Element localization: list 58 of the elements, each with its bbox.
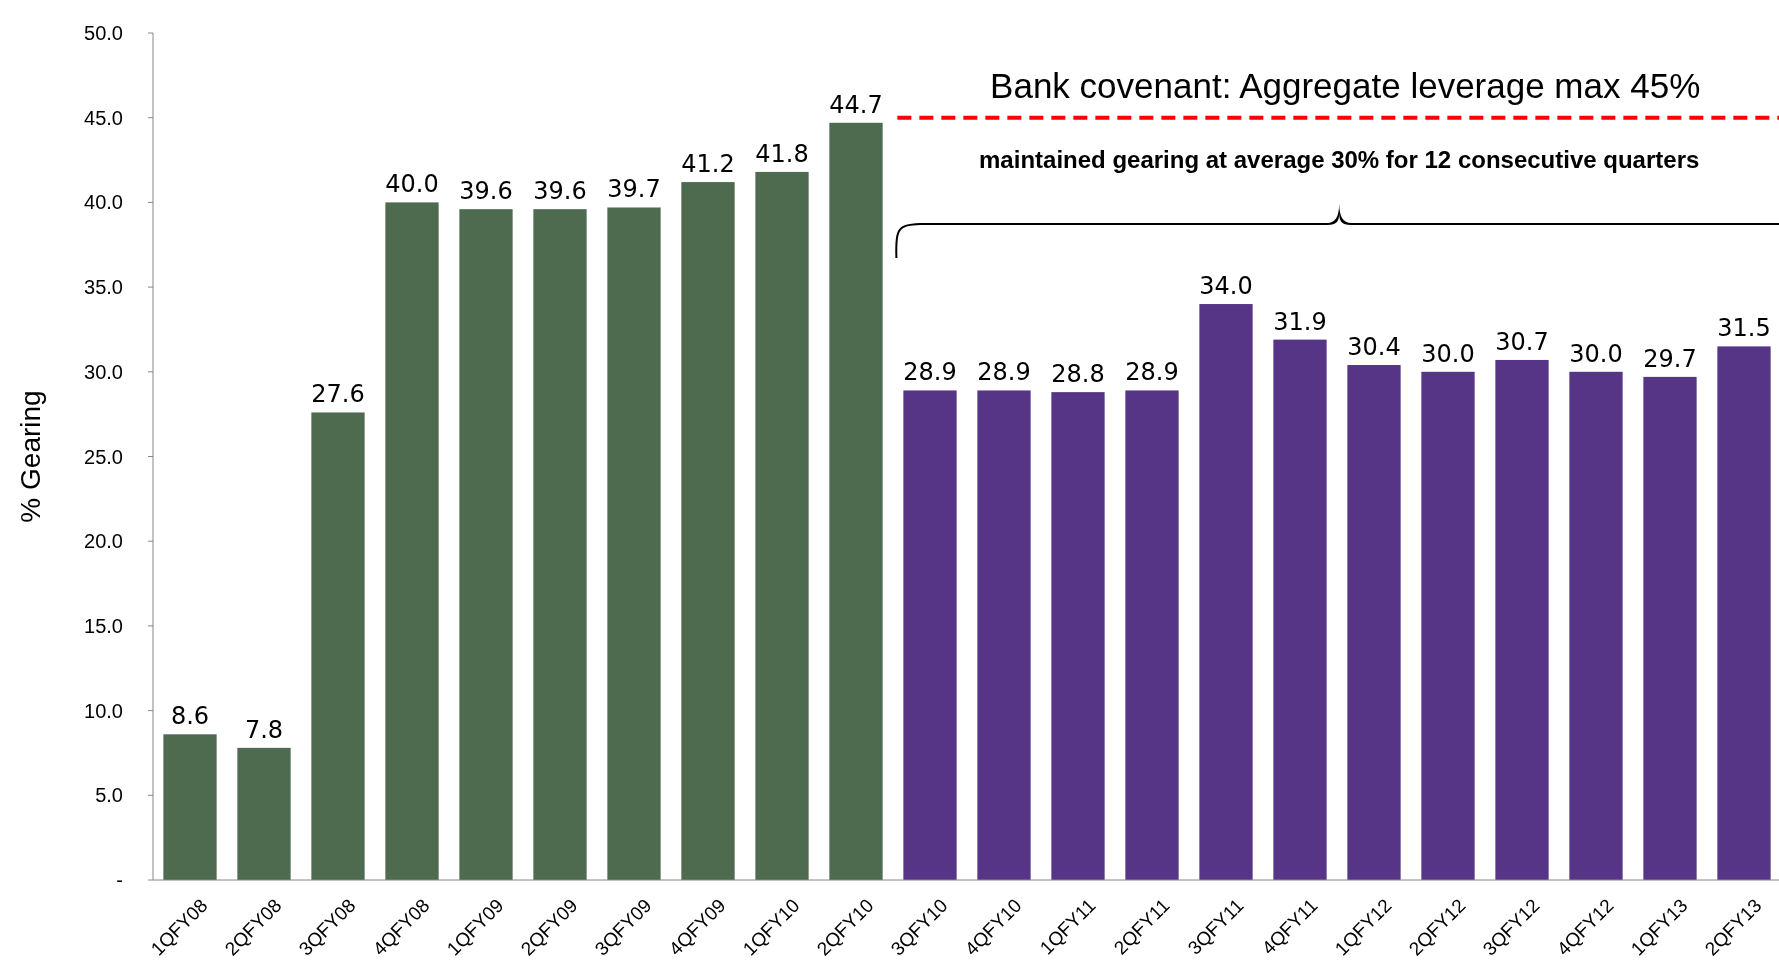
- data-label: 28.9: [977, 358, 1031, 387]
- data-label: 39.7: [607, 175, 661, 204]
- bar: [1199, 304, 1253, 880]
- bar: [755, 171, 809, 880]
- bar: [1273, 339, 1327, 880]
- data-label: 31.5: [1717, 314, 1771, 343]
- y-tick-label: 35.0: [84, 276, 123, 299]
- data-label: 40.0: [385, 170, 439, 199]
- bar: [1051, 392, 1105, 880]
- y-tick-label: 25.0: [84, 445, 123, 468]
- data-label: 7.8: [244, 715, 284, 744]
- bar: [607, 207, 661, 880]
- data-label: 39.6: [459, 177, 513, 206]
- y-tick-label: 10.0: [84, 699, 123, 722]
- bar: [163, 734, 217, 880]
- bar: [1495, 359, 1549, 880]
- bar: [385, 202, 439, 880]
- bar: [977, 390, 1031, 880]
- bar: [1717, 346, 1771, 880]
- annotation: maintained gearing at average 30% for 12 consecutive quarters: [979, 146, 1700, 173]
- data-label: 30.0: [1421, 339, 1475, 368]
- y-tick-label: 20.0: [84, 530, 123, 553]
- bar: [903, 390, 957, 880]
- data-label: 41.8: [755, 139, 809, 168]
- data-label: 44.7: [829, 90, 883, 119]
- data-label: 34.0: [1199, 272, 1253, 301]
- bar: [533, 209, 587, 880]
- data-label: 31.9: [1273, 307, 1327, 336]
- bar: [459, 209, 513, 880]
- y-tick-label: 40.0: [84, 191, 123, 214]
- data-label: 30.7: [1495, 327, 1549, 356]
- data-label: 30.0: [1569, 339, 1623, 368]
- data-label: 39.6: [533, 177, 587, 206]
- ref-line-label: Bank covenant: Aggregate leverage max 45%: [990, 65, 1701, 105]
- y-tick-label: 45.0: [84, 106, 123, 129]
- y-tick-label: 5.0: [95, 784, 123, 807]
- y-tick-label: 50.0: [84, 22, 123, 44]
- bar: [1643, 376, 1697, 880]
- bar: [829, 122, 883, 880]
- data-label: 28.8: [1051, 360, 1105, 389]
- y-tick-label: 15.0: [84, 614, 123, 637]
- data-label: 30.4: [1347, 333, 1401, 362]
- y-tick-label: 30.0: [84, 360, 123, 383]
- bar: [237, 747, 291, 880]
- y-axis-title: % Gearing: [15, 390, 46, 523]
- data-label: 28.9: [1125, 358, 1179, 387]
- bar: [681, 182, 735, 880]
- data-label: 28.9: [903, 358, 957, 387]
- bar: [1125, 390, 1179, 880]
- bar: [1347, 365, 1401, 880]
- bar: [1569, 371, 1623, 880]
- bar: [1421, 371, 1475, 880]
- data-label: 41.2: [681, 150, 735, 179]
- bar: [311, 412, 365, 880]
- y-tick-label: -: [116, 869, 123, 891]
- data-label: 27.6: [311, 380, 365, 409]
- data-label: 8.6: [170, 702, 210, 731]
- data-label: 29.7: [1643, 344, 1697, 373]
